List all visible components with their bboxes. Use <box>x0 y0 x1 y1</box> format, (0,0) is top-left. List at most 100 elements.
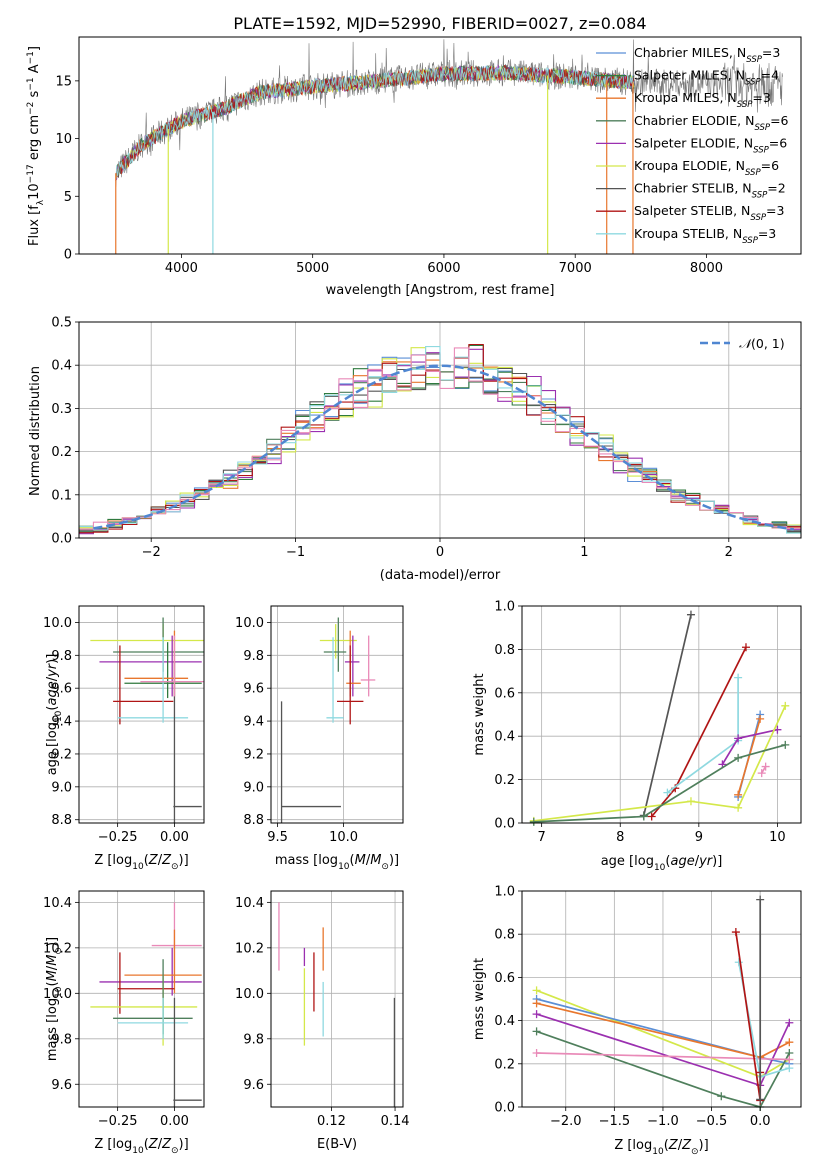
x-tick-label: 0.0 <box>750 1114 771 1129</box>
legend-entry: Chabrier ELODIE, NSSP=6 <box>634 113 789 133</box>
weight-marker <box>532 1010 541 1019</box>
y-axis-label: age [log10(age/yr)] <box>45 654 64 776</box>
weight-line-chabrier-stelib <box>642 614 692 816</box>
residual-hist-pinkfit <box>79 347 801 530</box>
y-axis-label: Flux [fλ10−17 erg cm−2 s−1 A−1] <box>26 46 46 246</box>
model-fit-kroupa-stelib <box>115 64 635 181</box>
x-axis-label: wavelength [Angstrom, rest frame] <box>326 283 555 298</box>
y-tick-label: 10.0 <box>235 616 264 631</box>
axes-frame <box>78 890 205 1108</box>
y-tick-label: 9.6 <box>243 682 264 697</box>
x-tick-label: 9 <box>695 830 703 845</box>
y-tick-label: 15 <box>55 74 72 89</box>
legend-entry: Kroupa MILES, NSSP=3 <box>634 90 771 110</box>
x-tick-label: 0.00 <box>160 830 189 845</box>
y-tick-label: 0.4 <box>494 730 515 745</box>
y-tick-label: 0.8 <box>494 643 515 658</box>
residual-hist-kroupa-stelib <box>79 346 801 534</box>
axes-frame <box>270 890 404 1108</box>
weight-marker <box>731 928 740 937</box>
legend-entry: Kroupa ELODIE, NSSP=6 <box>634 158 779 178</box>
weight-marker <box>756 1095 765 1104</box>
y-tick-label: 0.6 <box>494 686 515 701</box>
y-tick-label: 9.8 <box>243 649 264 664</box>
y-tick-label: 0.4 <box>51 359 72 374</box>
normal-curve <box>93 364 794 531</box>
weight-line-kroupa-elodie <box>533 705 787 822</box>
x-tick-label: 7 <box>538 830 546 845</box>
y-tick-label: 9.8 <box>243 1032 264 1047</box>
weight-marker <box>734 753 743 762</box>
weight-marker <box>639 812 648 821</box>
y-tick-label: 1.0 <box>494 885 515 900</box>
x-tick-label: −0.25 <box>98 830 138 845</box>
y-tick-label: 9.2 <box>243 747 264 762</box>
y-tick-label: 0.0 <box>51 532 72 547</box>
weight-marker <box>734 958 743 967</box>
weight-marker <box>785 1055 794 1064</box>
x-tick-label: 10 <box>769 830 786 845</box>
x-tick-label: 2 <box>725 545 733 560</box>
legend-entry: Salpeter STELIB, NSSP=3 <box>634 203 784 223</box>
y-axis-label: mass [log10(M/M⊙)] <box>45 937 64 1061</box>
residual-histogram: −2 −1 0 1 2 0.0 0.1 0.2 0.3 0.4 0.5 (data-model)/er… <box>28 316 802 583</box>
legend-entry: Kroupa STELIB, NSSP=3 <box>634 226 776 246</box>
y-tick-label: 9.0 <box>51 780 72 795</box>
y-tick-label: 9.8 <box>51 649 72 664</box>
y-tick-label: 5 <box>64 190 72 205</box>
weight-marker <box>532 986 541 995</box>
age-vs-z-panel: −0.25 0.00 8.8 9.0 9.2 9.4 9.6 9.8 10.0 Z [log10(… <box>43 605 205 872</box>
y-tick-label: 0.0 <box>494 817 515 832</box>
mass-vs-ebv-panel: 0.12 0.14 9.6 9.8 10.0 10.2 10.4 E(B-V) <box>235 890 410 1152</box>
age-vs-mass-panel: 9.5 10.0 8.8 9.0 9.2 9.4 9.6 9.8 10.0 mass [log10… <box>235 605 404 872</box>
weight-marker <box>785 1018 794 1027</box>
weight-marker <box>647 812 656 821</box>
x-tick-label: 8 <box>616 830 624 845</box>
x-axis-label: Z [log10(Z/Z⊙)] <box>614 1138 708 1157</box>
x-axis-label: (data-model)/error <box>380 568 501 583</box>
legend-entry: Chabrier STELIB, NSSP=2 <box>634 181 786 201</box>
weight-marker <box>532 1049 541 1057</box>
weight-marker <box>734 803 743 812</box>
x-axis-label: mass [log10(M/M⊙)] <box>275 853 399 872</box>
y-tick-label: 9.4 <box>243 715 264 730</box>
x-tick-label: −0.25 <box>98 1114 138 1129</box>
weight-marker <box>756 714 765 723</box>
weight-vs-age-panel: 7 8 9 10 0.0 0.2 0.4 0.6 0.8 1.0 age [log10(age/yr… <box>472 600 802 873</box>
x-tick-label: 10.0 <box>329 830 358 845</box>
x-tick-label: 4000 <box>165 261 198 276</box>
weight-marker <box>734 734 743 743</box>
y-tick-label: 0.2 <box>494 773 515 788</box>
x-tick-label: −0.5 <box>696 1114 728 1129</box>
y-tick-label: 9.6 <box>243 1078 264 1093</box>
y-tick-label: 10.4 <box>43 896 72 911</box>
y-tick-label: 0 <box>64 248 72 263</box>
x-tick-label: 6000 <box>427 261 460 276</box>
y-axis-label: mass weight <box>472 673 487 755</box>
weight-marker <box>756 895 765 904</box>
y-tick-label: 0.5 <box>51 316 72 331</box>
x-tick-label: −1.0 <box>647 1114 679 1129</box>
legend-entry: Salpeter MILES, NSSP=4 <box>634 68 779 88</box>
y-tick-label: 0.2 <box>494 1057 515 1072</box>
x-tick-label: 8000 <box>690 261 723 276</box>
x-tick-label: −1 <box>286 545 305 560</box>
mass-vs-z-panel: −0.25 0.00 9.6 9.8 10.0 10.2 10.4 Z [log10(Z/Z⊙… <box>43 890 205 1156</box>
y-tick-label: 10.4 <box>235 896 264 911</box>
y-tick-label: 9.8 <box>51 1032 72 1047</box>
y-tick-label: 8.8 <box>51 813 72 828</box>
x-tick-label: 7000 <box>559 261 592 276</box>
y-tick-label: 10.2 <box>235 941 264 956</box>
weight-line-pinkfit <box>536 1052 790 1061</box>
weight-marker <box>663 788 672 797</box>
weight-marker <box>781 701 790 710</box>
x-tick-label: −1.5 <box>599 1114 631 1129</box>
x-axis-label: E(B-V) <box>317 1137 357 1152</box>
y-tick-label: 0.1 <box>51 488 72 503</box>
x-tick-label: −2 <box>142 545 161 560</box>
axes-frame <box>521 890 802 1108</box>
weight-marker <box>761 762 770 771</box>
y-tick-label: 0.6 <box>494 971 515 986</box>
weight-marker <box>734 673 743 682</box>
